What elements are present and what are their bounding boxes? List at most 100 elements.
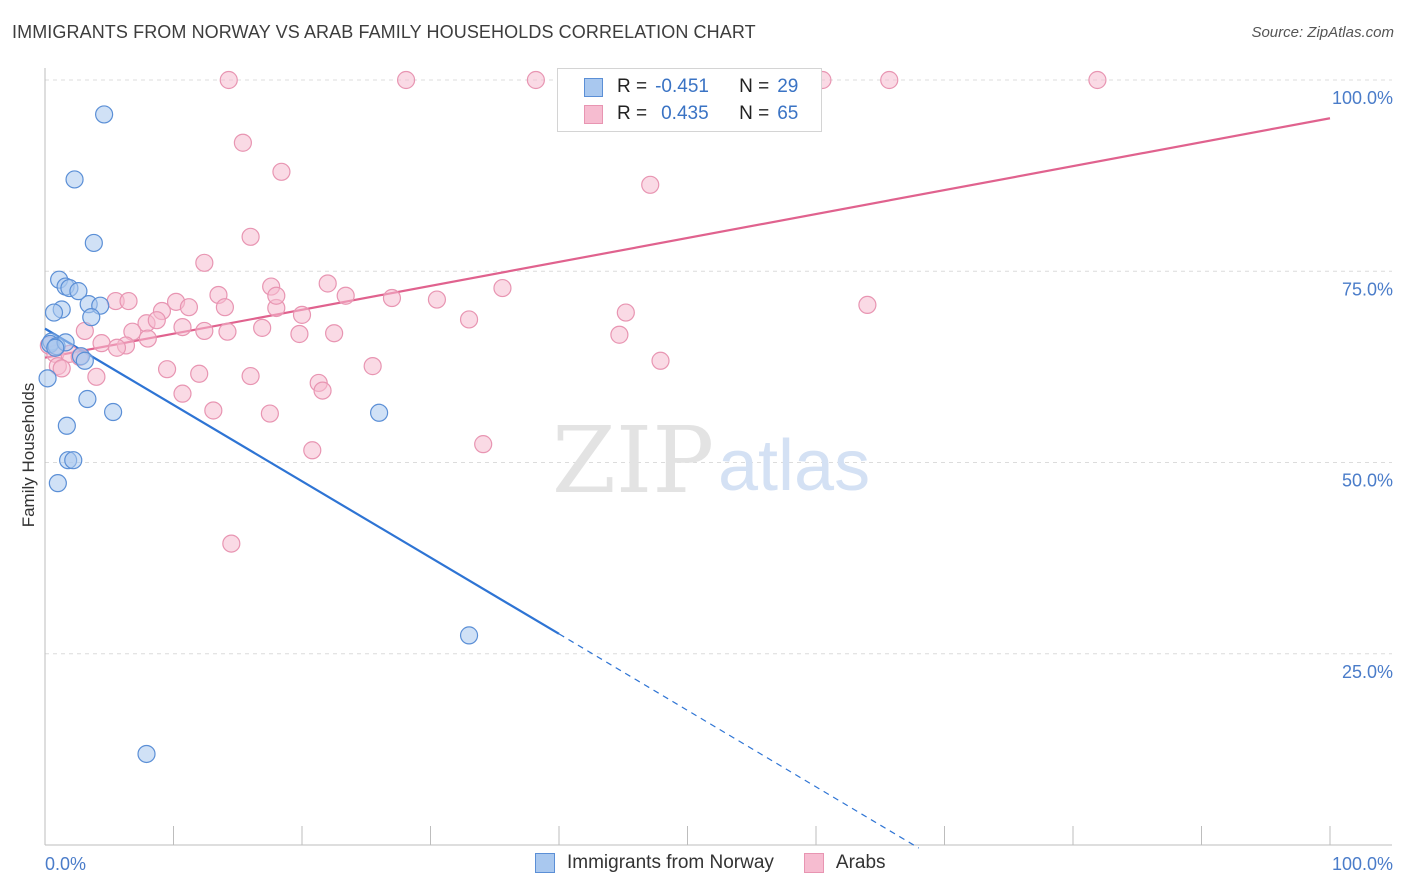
arab-point — [92, 334, 111, 353]
norway-point — [75, 351, 94, 370]
legend-r-label: R = — [617, 76, 648, 97]
arab-point — [459, 310, 479, 329]
source-label: Source: ZipAtlas.com — [1251, 24, 1394, 41]
legend-r-value: -0.451 — [655, 76, 709, 97]
legend-row-norway: R = -0.451 N = 29 — [584, 74, 798, 100]
legend-n-value: 29 — [777, 76, 799, 97]
legend-r-label: R = — [617, 103, 648, 124]
arab-point — [325, 324, 344, 343]
arab-point — [253, 318, 272, 337]
legend-label-arabs: Arabs — [835, 852, 886, 873]
arab-point — [880, 70, 899, 90]
legend-item-arabs: Arabs — [803, 852, 886, 874]
arab-point — [336, 286, 355, 305]
norway-point — [46, 338, 65, 357]
watermark: ZIP atlas — [552, 407, 870, 514]
arab-point — [318, 274, 337, 293]
arab-trend-line — [44, 117, 1331, 359]
x-tick-label: 100.0% — [1332, 854, 1393, 874]
legend-swatch-arabs — [584, 104, 603, 124]
arab-point — [260, 404, 279, 423]
arab-point — [241, 366, 260, 386]
norway-point — [38, 369, 57, 388]
arab-point — [222, 534, 241, 553]
arab-point — [195, 253, 214, 272]
norway-point — [65, 170, 84, 189]
watermark-zip: ZIP — [552, 407, 714, 514]
arab-point — [363, 357, 382, 376]
legend-n-label: N = — [739, 103, 770, 124]
arab-point — [610, 325, 629, 344]
arab-point — [272, 162, 291, 181]
norway-point — [69, 282, 88, 301]
arab-point — [616, 303, 635, 322]
chart-title: IMMIGRANTS FROM NORWAY VS ARAB FAMILY HO… — [12, 22, 756, 42]
arab-point — [292, 305, 312, 324]
arab-point — [195, 321, 214, 341]
arab-point — [138, 329, 157, 348]
arab-point — [157, 360, 177, 379]
arab-point — [526, 70, 545, 90]
norway-trend-extension — [558, 633, 920, 849]
norway-point — [104, 402, 123, 422]
legend-item-norway: Immigrants from Norway — [535, 852, 774, 874]
norway-point — [44, 303, 64, 322]
arab-point — [1088, 70, 1107, 90]
arab-point — [173, 384, 192, 403]
norway-point — [82, 308, 101, 327]
arab-point — [651, 351, 670, 370]
norway-point — [137, 744, 156, 764]
tick-labels: 25.0% 50.0% 75.0% 100.0% 0.0% 100.0% — [45, 88, 1393, 874]
norway-point — [57, 416, 76, 435]
arab-point — [474, 435, 493, 454]
watermark-atlas: atlas — [718, 426, 870, 506]
arab-point — [107, 338, 127, 357]
arab-point — [427, 290, 447, 309]
stats-legend: R = -0.451 N = 29 R = 0.435 N = 65 — [557, 68, 822, 132]
arab-point — [396, 70, 416, 90]
axes — [44, 68, 1392, 846]
legend-n-value: 65 — [777, 103, 799, 124]
grid-lines — [45, 79, 1392, 655]
y-tick-label: 25.0% — [1342, 662, 1393, 682]
arab-point — [267, 286, 286, 305]
arab-point — [233, 133, 252, 152]
arab-point — [313, 381, 332, 400]
arab-point — [190, 364, 209, 383]
arab-point — [219, 70, 238, 90]
trend-lines — [44, 117, 1331, 849]
legend-swatch-arabs — [803, 853, 824, 873]
arab-point — [303, 441, 322, 460]
legend-n-label: N = — [739, 76, 770, 97]
arab-point — [290, 324, 309, 344]
y-tick-label: 50.0% — [1342, 471, 1393, 491]
arab-point — [858, 295, 877, 315]
legend-swatch-norway — [584, 77, 603, 97]
legend-row-arabs: R = 0.435 N = 65 — [584, 101, 798, 127]
arab-point — [173, 317, 192, 337]
arab-point — [204, 401, 223, 420]
arab-point — [52, 359, 71, 378]
norway-point — [459, 626, 479, 645]
legend-r-value: 0.435 — [661, 103, 709, 124]
norway-point — [84, 233, 103, 253]
arab-point — [218, 322, 237, 341]
norway-point — [64, 451, 83, 470]
y-tick-label: 100.0% — [1332, 88, 1393, 108]
y-tick-label: 75.0% — [1342, 279, 1393, 299]
arab-point — [493, 278, 512, 298]
arab-point — [641, 175, 660, 194]
data-points — [38, 70, 1107, 764]
legend-label-norway: Immigrants from Norway — [567, 852, 774, 873]
arab-point — [215, 298, 234, 317]
arab-point — [179, 298, 199, 317]
norway-point — [78, 389, 97, 409]
arab-point — [382, 288, 402, 308]
arab-point — [87, 367, 106, 386]
x-tick-label: 0.0% — [45, 854, 86, 874]
norway-point — [95, 105, 114, 124]
norway-point — [370, 403, 389, 422]
series-legend: Immigrants from Norway Arabs — [535, 852, 916, 874]
legend-swatch-norway — [535, 853, 555, 873]
